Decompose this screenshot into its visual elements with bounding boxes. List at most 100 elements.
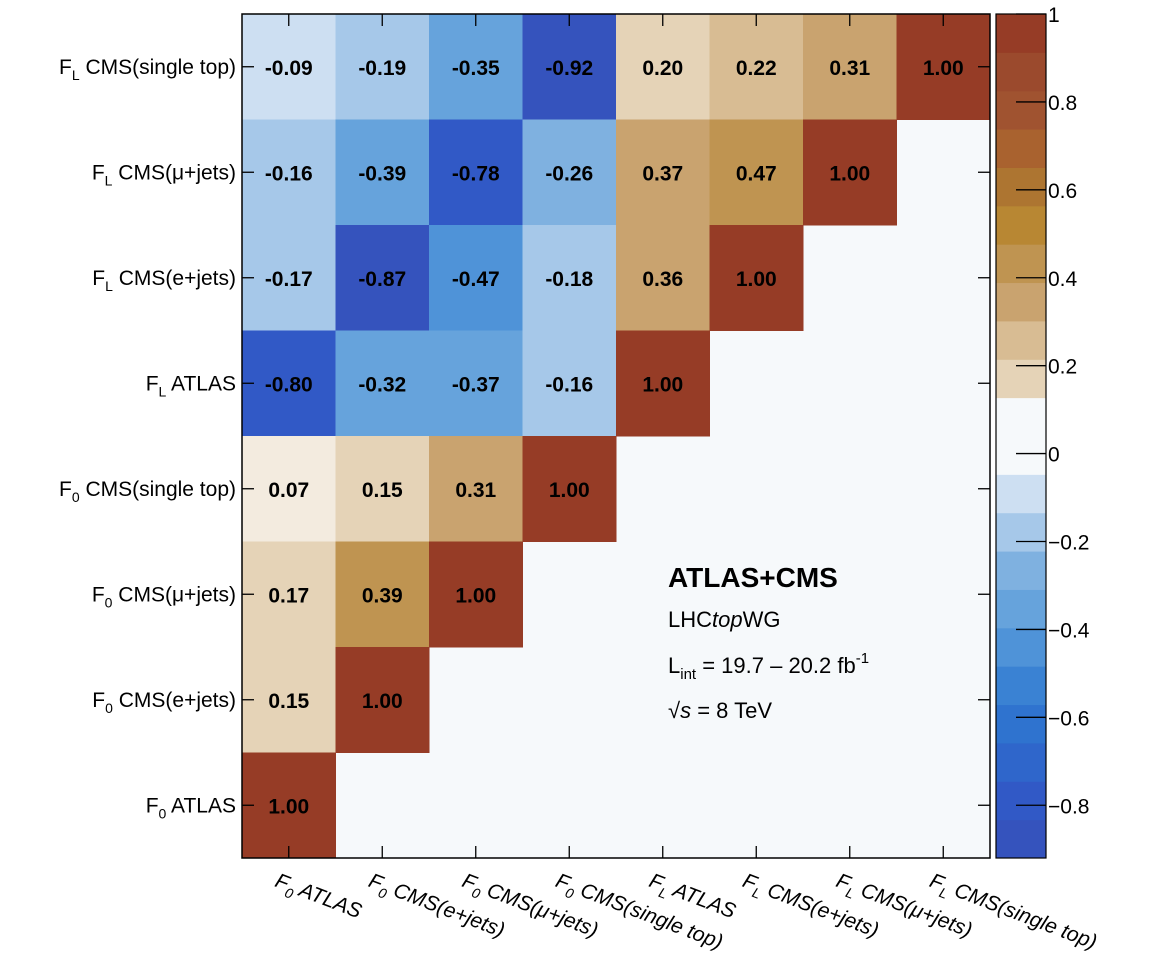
color-bar-bin (996, 512, 1046, 552)
color-bar-tick-label: −0.4 (1048, 619, 1090, 642)
y-axis-label: F0 ATLAS (146, 794, 236, 821)
heatmap-cell (429, 330, 523, 437)
cell-value-label: 0.07 (268, 479, 309, 502)
cell-value-label: -0.26 (545, 162, 593, 185)
annotation-energy-sqrt: √ (668, 698, 681, 723)
annotation-lumi-sup: -1 (856, 650, 869, 667)
annotation-lumi-value: = 19.7 – 20.2 fb (696, 653, 856, 678)
heatmap-cell (242, 225, 336, 331)
color-bar-tick-label: −0.8 (1048, 795, 1089, 818)
color-bar-tick-label: 0 (1048, 444, 1060, 467)
color-bar-tick-label: 0.4 (1048, 268, 1078, 291)
color-bar-bin (996, 90, 1046, 130)
heatmap-cells (242, 14, 991, 859)
cell-value-label: 0.39 (362, 584, 403, 607)
cell-value-label: 1.00 (829, 162, 870, 185)
y-axis-label: F0 CMS(μ+jets) (92, 583, 236, 610)
heatmap-cell (335, 14, 430, 120)
cell-value-label: -0.17 (265, 268, 313, 291)
cell-value-label: -0.16 (545, 373, 593, 396)
cell-value-label: 0.36 (642, 268, 683, 291)
heatmap-cell (429, 119, 523, 226)
heatmap-cell (335, 119, 430, 226)
cell-value-label: -0.35 (452, 57, 500, 80)
heatmap-cell (242, 436, 336, 542)
heatmap-cell (616, 225, 710, 331)
heatmap-cell (242, 541, 336, 648)
color-bar-bin (996, 551, 1046, 590)
annotation-luminosity: Lint = 19.7 – 20.2 fb-1 (668, 650, 869, 683)
cell-value-label: -0.39 (358, 162, 406, 185)
x-axis-label: F0 ATLAS (271, 869, 365, 927)
cell-value-label: -0.78 (452, 162, 500, 185)
heatmap-cell (522, 14, 617, 120)
cell-value-label: 0.22 (736, 57, 777, 80)
heatmap-cell (616, 14, 710, 120)
cell-value-label: -0.47 (452, 268, 500, 291)
color-bar-bin (996, 436, 1046, 475)
cell-value-label: 0.47 (736, 162, 777, 185)
y-axis-labels: FL CMS(single top) FL CMS(μ+jets) FL CMS(e… (59, 56, 236, 822)
heatmap-cell (803, 119, 897, 226)
cell-value-label: -0.37 (452, 373, 500, 396)
heatmap-cell (335, 330, 430, 437)
cell-value-label: 1.00 (455, 584, 496, 607)
cell-value-label: 0.37 (642, 162, 683, 185)
heatmap-cell (616, 330, 710, 437)
color-bar-bin (996, 704, 1046, 744)
color-bar-tick-label: −0.2 (1048, 532, 1089, 555)
y-axis-label: FL ATLAS (146, 372, 236, 399)
color-bar-bin (996, 397, 1046, 437)
annotation-energy-var: s (680, 698, 691, 723)
color-bar-tick-label: 0.6 (1048, 180, 1077, 203)
color-bar-tick-label: −0.6 (1048, 707, 1089, 730)
y-axis-label: FL CMS(e+jets) (92, 267, 236, 294)
cell-value-label: 0.17 (268, 584, 309, 607)
color-bar-bin (996, 320, 1046, 360)
annotation-box: ATLAS+CMS LHCtopWG Lint = 19.7 – 20.2 fb… (668, 562, 869, 723)
annotation-group-italic: top (712, 607, 743, 632)
heatmap-cell (242, 330, 336, 437)
cell-value-label: 1.00 (923, 57, 964, 80)
cell-value-label: -0.87 (358, 268, 406, 291)
cell-value-label: 0.15 (362, 479, 403, 502)
cell-value-label: 0.31 (829, 57, 870, 80)
cell-value-label: -0.18 (545, 268, 593, 291)
annotation-energy-value: = 8 TeV (691, 698, 772, 723)
cell-value-label: -0.92 (545, 57, 593, 80)
annotation-title: ATLAS+CMS (668, 562, 838, 593)
color-bar-bin (996, 282, 1046, 322)
color-bar-tick-label: 1 (1048, 4, 1060, 27)
y-axis-label: FL CMS(μ+jets) (92, 161, 236, 188)
color-bar-bin (996, 52, 1046, 92)
heatmap-cell (242, 752, 336, 859)
cell-value-label: 1.00 (268, 795, 309, 818)
heatmap-cell (335, 436, 430, 542)
color-bar-bin (996, 474, 1046, 514)
heatmap-cell (242, 119, 336, 226)
color-bar-bin (996, 666, 1046, 706)
heatmap-cell (335, 647, 430, 753)
heatmap-cell (709, 119, 804, 226)
heatmap-cell (522, 436, 617, 542)
color-bar-bin (996, 205, 1046, 245)
annotation-energy: √s = 8 TeV (668, 698, 772, 723)
heatmap-cell (709, 225, 804, 331)
heatmap-cell (522, 225, 617, 331)
heatmap-cell (335, 225, 430, 331)
annotation-group-post: WG (743, 607, 781, 632)
color-bar-bin (996, 781, 1046, 821)
color-bar-bin (996, 129, 1046, 168)
y-axis-label: FL CMS(single top) (59, 56, 236, 83)
annotation-group-pre: LHC (668, 607, 712, 632)
cell-value-label: 0.31 (455, 479, 496, 502)
cell-value-label: -0.32 (358, 373, 406, 396)
cell-value-label: -0.16 (265, 162, 313, 185)
annotation-group: LHCtopWG (668, 607, 781, 632)
x-axis-labels: F0 ATLAS F0 CMS(e+jets)F0 CMS(μ+jets)F0 C… (271, 869, 1100, 954)
annotation-lumi-pre: L (668, 653, 680, 678)
color-bar-tick-label: 0.8 (1048, 92, 1077, 115)
color-bar-bin (996, 742, 1046, 782)
cell-value-label: 0.20 (642, 57, 683, 80)
